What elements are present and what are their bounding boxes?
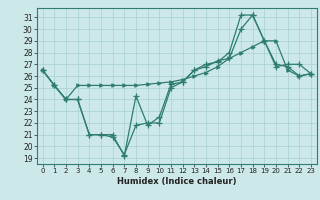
X-axis label: Humidex (Indice chaleur): Humidex (Indice chaleur) xyxy=(117,177,236,186)
